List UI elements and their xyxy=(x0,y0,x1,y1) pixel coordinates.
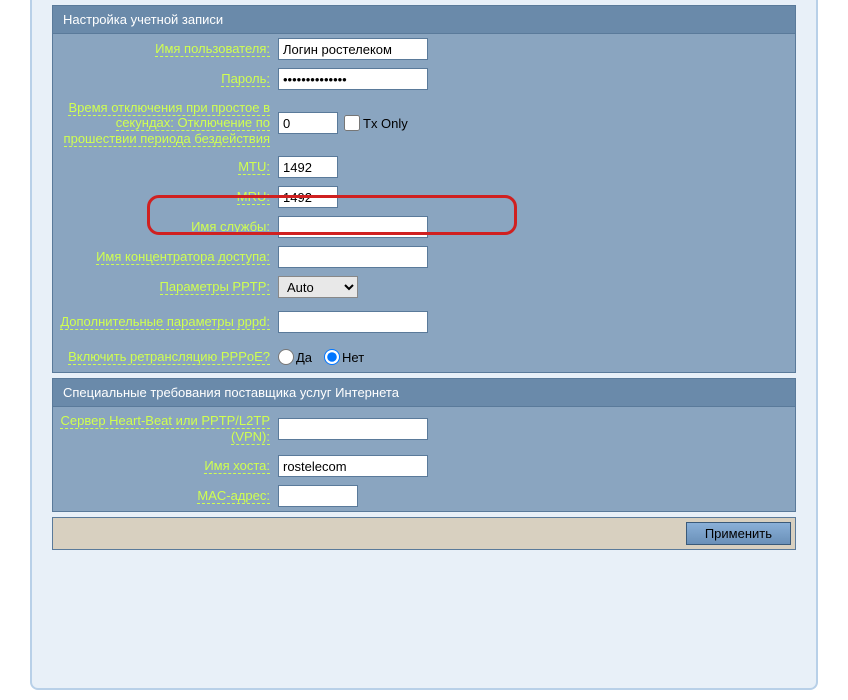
mac-label: MAC-адрес: xyxy=(53,488,278,504)
pppd-row: Дополнительные параметры pppd: xyxy=(53,302,795,342)
relay-no-wrap[interactable]: Нет xyxy=(324,349,364,365)
hostname-label: Имя хоста: xyxy=(53,458,278,474)
pppd-label: Дополнительные параметры pppd: xyxy=(53,314,278,330)
service-input[interactable] xyxy=(278,216,428,238)
concentrator-input[interactable] xyxy=(278,246,428,268)
idle-row: Время отключения при простое в секундах:… xyxy=(53,94,795,152)
mtu-label: MTU: xyxy=(53,159,278,175)
mtu-input[interactable] xyxy=(278,156,338,178)
username-row: Имя пользователя: xyxy=(53,34,795,64)
pptp-label: Параметры PPTP: xyxy=(53,279,278,295)
relay-row: Включить ретрансляцию PPPoE? Да Нет xyxy=(53,342,795,372)
isp-panel-body: Сервер Heart-Beat или PPTP/L2TP (VPN): И… xyxy=(53,407,795,511)
concentrator-label: Имя концентратора доступа: xyxy=(53,249,278,265)
hostname-input[interactable] xyxy=(278,455,428,477)
hostname-row: Имя хоста: xyxy=(53,451,795,481)
account-panel-body: Имя пользователя: Пароль: Время отключен… xyxy=(53,34,795,372)
idle-input[interactable] xyxy=(278,112,338,134)
account-panel: Настройка учетной записи Имя пользовател… xyxy=(52,5,796,373)
isp-panel-header: Специальные требования поставщика услуг … xyxy=(53,379,795,407)
heartbeat-row: Сервер Heart-Beat или PPTP/L2TP (VPN): xyxy=(53,407,795,451)
mtu-row: MTU: xyxy=(53,152,795,182)
pptp-row: Параметры PPTP: Auto xyxy=(53,272,795,302)
account-panel-header: Настройка учетной записи xyxy=(53,6,795,34)
service-label: Имя службы: xyxy=(53,219,278,235)
password-row: Пароль: xyxy=(53,64,795,94)
isp-panel: Специальные требования поставщика услуг … xyxy=(52,378,796,512)
relay-no-label: Нет xyxy=(342,350,364,365)
pptp-select[interactable]: Auto xyxy=(278,276,358,298)
mru-label: MRU: xyxy=(53,189,278,205)
mru-row: MRU: xyxy=(53,182,795,212)
mru-input[interactable] xyxy=(278,186,338,208)
button-bar: Применить xyxy=(52,517,796,550)
relay-yes-label: Да xyxy=(296,350,312,365)
pppd-input[interactable] xyxy=(278,311,428,333)
username-label: Имя пользователя: xyxy=(53,41,278,57)
password-input[interactable] xyxy=(278,68,428,90)
concentrator-row: Имя концентратора доступа: xyxy=(53,242,795,272)
relay-yes-radio[interactable] xyxy=(278,349,294,365)
heartbeat-label: Сервер Heart-Beat или PPTP/L2TP (VPN): xyxy=(53,413,278,444)
heartbeat-input[interactable] xyxy=(278,418,428,440)
apply-button[interactable]: Применить xyxy=(686,522,791,545)
txonly-wrap[interactable]: Tx Only xyxy=(344,115,408,131)
password-label: Пароль: xyxy=(53,71,278,87)
username-input[interactable] xyxy=(278,38,428,60)
idle-label: Время отключения при простое в секундах:… xyxy=(53,100,278,147)
outer-frame: Настройка учетной записи Имя пользовател… xyxy=(30,0,818,690)
service-row: Имя службы: xyxy=(53,212,795,242)
mac-row: MAC-адрес: xyxy=(53,481,795,511)
txonly-checkbox[interactable] xyxy=(344,115,360,131)
mac-input[interactable] xyxy=(278,485,358,507)
relay-yes-wrap[interactable]: Да xyxy=(278,349,312,365)
txonly-label: Tx Only xyxy=(363,116,408,131)
relay-no-radio[interactable] xyxy=(324,349,340,365)
relay-label: Включить ретрансляцию PPPoE? xyxy=(53,349,278,365)
